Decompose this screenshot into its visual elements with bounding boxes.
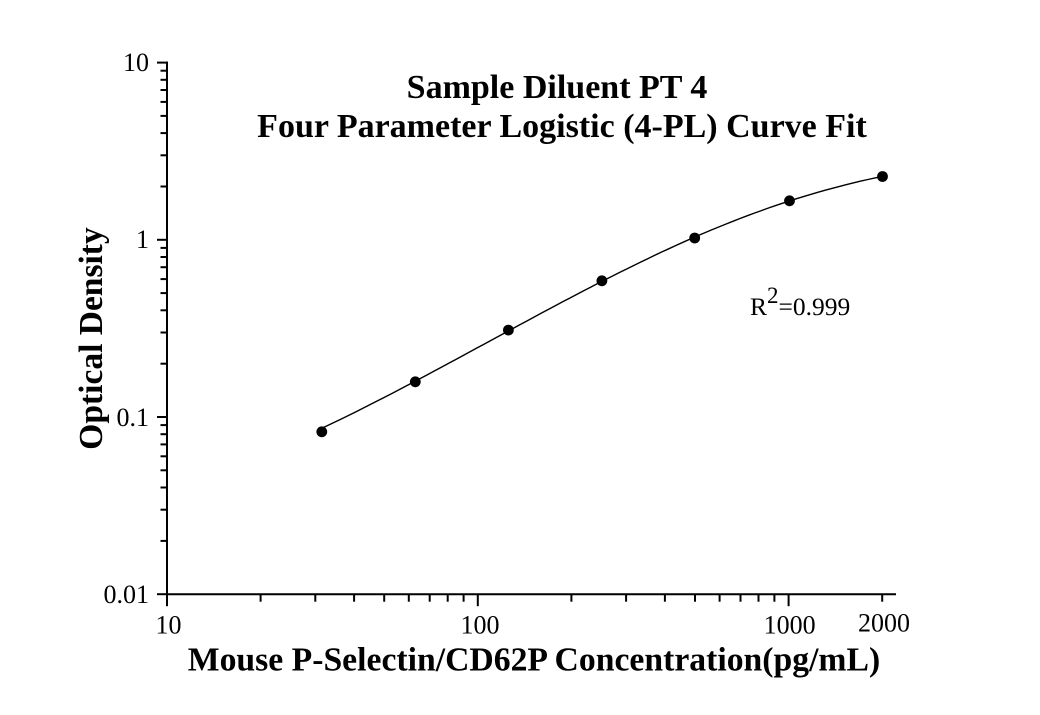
svg-text:Mouse P-Selectin/CD62P Concent: Mouse P-Selectin/CD62P Concentration(pg/… <box>188 642 880 679</box>
svg-text:100: 100 <box>461 611 500 640</box>
svg-text:Optical Density: Optical Density <box>73 227 110 450</box>
svg-text:10: 10 <box>156 611 182 640</box>
svg-text:10: 10 <box>123 48 149 77</box>
svg-text:0.1: 0.1 <box>117 403 150 432</box>
svg-text:2000: 2000 <box>858 609 910 638</box>
svg-text:0.01: 0.01 <box>104 580 150 609</box>
svg-text:Sample Diluent PT 4: Sample Diluent PT 4 <box>407 69 708 106</box>
svg-text:Four Parameter Logistic (4-PL): Four Parameter Logistic (4-PL) Curve Fit <box>257 108 867 145</box>
svg-text:1000: 1000 <box>764 611 816 640</box>
svg-text:1: 1 <box>136 225 149 254</box>
